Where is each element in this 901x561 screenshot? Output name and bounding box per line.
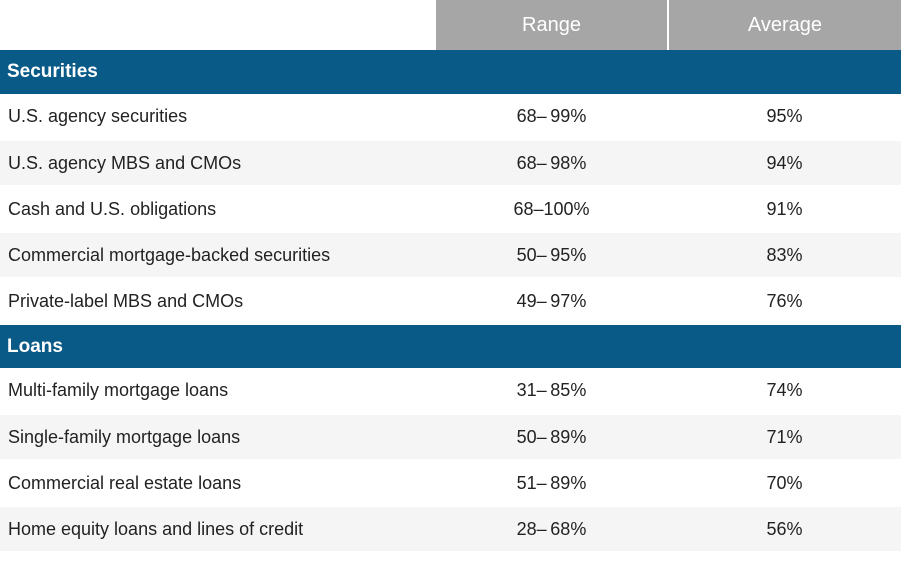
row-range: 68– 99% <box>435 94 668 140</box>
table-row: U.S. agency securities 68– 99% 95% <box>0 94 901 140</box>
section-title: Securities <box>0 50 901 94</box>
row-range: 28– 68% <box>435 506 668 552</box>
table-row: Home equity loans and lines of credit 28… <box>0 506 901 552</box>
header-range: Range <box>435 0 668 50</box>
row-avg: 76% <box>668 278 901 324</box>
row-label: Commercial mortgage-backed securities <box>0 232 435 278</box>
row-label: Home equity loans and lines of credit <box>0 506 435 552</box>
row-range: 49– 97% <box>435 278 668 324</box>
row-avg: 70% <box>668 460 901 506</box>
table-row: Multi-family mortgage loans 31– 85% 74% <box>0 368 901 414</box>
row-label: Commercial real estate loans <box>0 460 435 506</box>
table-row: U.S. agency MBS and CMOs 68– 98% 94% <box>0 140 901 186</box>
row-range: 68– 98% <box>435 140 668 186</box>
row-avg: 94% <box>668 140 901 186</box>
header-average: Average <box>668 0 901 50</box>
table-body: Securities U.S. agency securities 68– 99… <box>0 50 901 552</box>
row-range: 51– 89% <box>435 460 668 506</box>
row-label: U.S. agency securities <box>0 94 435 140</box>
collateral-table: Range Average Securities U.S. agency sec… <box>0 0 901 553</box>
row-range: 31– 85% <box>435 368 668 414</box>
row-avg: 71% <box>668 414 901 460</box>
row-label: Cash and U.S. obligations <box>0 186 435 232</box>
row-range: 50– 89% <box>435 414 668 460</box>
row-range: 50– 95% <box>435 232 668 278</box>
header-blank <box>0 0 435 50</box>
row-label: Private-label MBS and CMOs <box>0 278 435 324</box>
section-row: Loans <box>0 324 901 368</box>
table-row: Cash and U.S. obligations 68–100% 91% <box>0 186 901 232</box>
row-avg: 56% <box>668 506 901 552</box>
table-row: Single-family mortgage loans 50– 89% 71% <box>0 414 901 460</box>
section-title: Loans <box>0 324 901 368</box>
table-row: Private-label MBS and CMOs 49– 97% 76% <box>0 278 901 324</box>
row-range: 68–100% <box>435 186 668 232</box>
row-avg: 74% <box>668 368 901 414</box>
table-row: Commercial mortgage-backed securities 50… <box>0 232 901 278</box>
row-label: Single-family mortgage loans <box>0 414 435 460</box>
row-label: Multi-family mortgage loans <box>0 368 435 414</box>
table-row: Commercial real estate loans 51– 89% 70% <box>0 460 901 506</box>
row-label: U.S. agency MBS and CMOs <box>0 140 435 186</box>
section-row: Securities <box>0 50 901 94</box>
row-avg: 95% <box>668 94 901 140</box>
row-avg: 83% <box>668 232 901 278</box>
row-avg: 91% <box>668 186 901 232</box>
table-header-row: Range Average <box>0 0 901 50</box>
